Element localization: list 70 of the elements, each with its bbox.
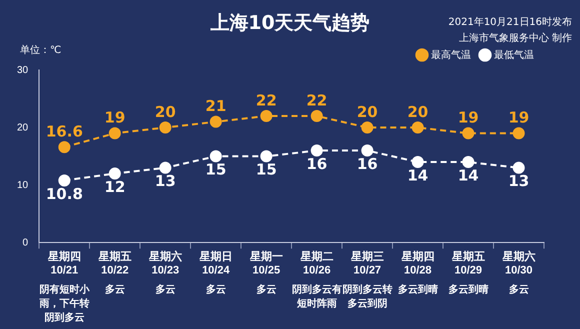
y-tick-label: 10 xyxy=(17,180,29,191)
point xyxy=(159,162,172,174)
x-tick-label: 星期五 10/29 xyxy=(450,250,485,276)
y-tick-label: 0 xyxy=(22,237,29,248)
point xyxy=(462,156,474,168)
data-label: 13 xyxy=(508,172,530,190)
text: 多云 xyxy=(256,284,276,296)
text: 上海市气象服务中心 制作 xyxy=(458,32,572,46)
data-label: 14 xyxy=(407,166,428,184)
data-label: 12 xyxy=(104,178,126,196)
x-tick-label: 星期四 10/28 xyxy=(400,250,434,276)
data-label: 13 xyxy=(154,172,176,190)
point xyxy=(310,144,323,157)
x-tick-label: 星期日 10/24 xyxy=(198,250,232,276)
data-label: 22 xyxy=(256,91,277,110)
point xyxy=(361,122,374,134)
legend-label: 最低气温 xyxy=(494,48,534,61)
data-label: 14 xyxy=(458,166,479,184)
y-tick-label: 30 xyxy=(17,64,29,76)
text: 阴到多云有短时阵雨 xyxy=(292,284,342,310)
point xyxy=(108,168,121,180)
data-label: 20 xyxy=(154,102,176,121)
point xyxy=(361,144,374,157)
text: 2021年10月21日16时发布 xyxy=(448,16,572,30)
data-label: 16.6 xyxy=(46,122,83,140)
point xyxy=(512,127,525,140)
text: 多云 xyxy=(155,284,176,296)
point xyxy=(412,122,424,134)
x-tick-label: 星期二 10/26 xyxy=(299,250,334,276)
y-axis-title: 单位：℃ xyxy=(20,44,62,57)
point xyxy=(310,110,323,122)
text: 阴有短时小雨，下午转阴到多云 xyxy=(38,284,90,324)
data-label: 20 xyxy=(407,102,428,121)
point xyxy=(108,127,121,140)
point xyxy=(210,116,222,128)
x-tick-label: 星期六 10/23 xyxy=(148,250,182,276)
data-label: 19 xyxy=(458,108,479,127)
point xyxy=(58,141,70,154)
text: 多云 xyxy=(508,284,529,296)
point xyxy=(512,162,525,174)
text: 多云到晴 xyxy=(398,284,438,296)
x-tick-label: 星期五 10/22 xyxy=(97,250,132,276)
x-tick-label: 星期一 10/25 xyxy=(248,250,283,276)
text: 多云 xyxy=(104,284,125,296)
point xyxy=(260,150,272,162)
x-tick-label: 星期四 10/21 xyxy=(46,250,81,276)
text: 多云 xyxy=(206,284,226,296)
data-label: 22 xyxy=(306,91,328,110)
data-label: 19 xyxy=(508,108,530,127)
point xyxy=(462,127,474,140)
data-label: 19 xyxy=(104,108,126,127)
data-label: 21 xyxy=(205,97,226,116)
data-label: 16 xyxy=(306,154,328,173)
chart-title: 上海10天天气趋势 xyxy=(210,12,370,34)
point xyxy=(58,174,70,186)
point xyxy=(260,110,272,122)
text: 多云到晴 xyxy=(448,284,488,296)
y-tick-label: 20 xyxy=(17,122,29,134)
data-label: 20 xyxy=(356,102,378,121)
data-label: 16 xyxy=(356,154,378,173)
data-label: 10.8 xyxy=(46,184,83,203)
x-tick-label: 星期六 10/30 xyxy=(501,250,536,276)
text: 阴到多云转多云到阴 xyxy=(342,284,392,310)
point xyxy=(159,122,172,134)
point xyxy=(412,156,424,168)
legend-label: 最高气温 xyxy=(431,48,471,61)
point xyxy=(210,150,222,162)
data-label: 15 xyxy=(205,160,226,179)
data-label: 15 xyxy=(256,160,277,179)
x-tick-label: 星期三 10/27 xyxy=(350,250,384,276)
